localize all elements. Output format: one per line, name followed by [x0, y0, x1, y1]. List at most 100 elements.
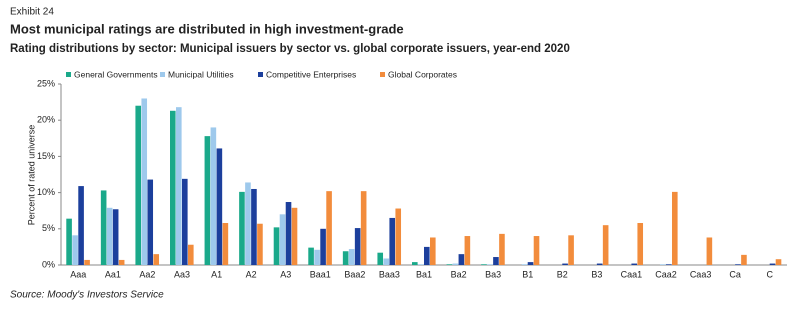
bar	[735, 264, 741, 265]
y-tick-label: 0%	[42, 259, 55, 269]
x-tick-label: B2	[557, 269, 568, 279]
x-tick-label: B3	[591, 269, 602, 279]
bar	[279, 214, 286, 265]
x-tick-label: Baa1	[310, 269, 331, 279]
bar	[257, 223, 263, 265]
bar	[377, 252, 384, 265]
bar	[176, 107, 182, 265]
bar	[458, 254, 465, 265]
bar	[672, 191, 678, 265]
x-tick-label: A3	[280, 269, 291, 279]
bar	[326, 191, 332, 265]
bar	[314, 249, 320, 265]
bar	[342, 251, 349, 265]
bar	[446, 264, 453, 265]
bar	[182, 178, 188, 265]
bar	[78, 186, 84, 265]
bar	[118, 259, 125, 265]
bar	[741, 254, 747, 265]
bar	[251, 188, 257, 265]
bar	[521, 264, 528, 265]
bar	[204, 136, 211, 265]
chart-title: Most municipal ratings are distributed i…	[10, 21, 404, 36]
legend-swatch	[160, 72, 165, 77]
bar	[291, 207, 298, 265]
bar	[430, 237, 436, 265]
bar	[706, 237, 713, 265]
x-tick-label: Caa3	[690, 269, 712, 279]
x-tick-label: Baa3	[379, 269, 400, 279]
bar	[666, 264, 672, 265]
bar	[527, 262, 534, 265]
y-tick-label: 15%	[37, 151, 55, 161]
bar	[285, 202, 292, 265]
bar	[320, 228, 326, 265]
x-tick-label: Ca	[729, 269, 741, 279]
legend-label: Global Corporates	[388, 69, 457, 79]
x-tick-label: A2	[246, 269, 257, 279]
x-tick-label: Aaa	[70, 269, 86, 279]
x-tick-label: Aa3	[174, 269, 190, 279]
x-tick-label: Ba1	[416, 269, 432, 279]
bar	[153, 254, 160, 265]
x-tick-label: A1	[211, 269, 222, 279]
x-tick-label: Caa1	[621, 269, 643, 279]
bar	[493, 257, 499, 265]
x-tick-label: Ba3	[485, 269, 501, 279]
bar	[568, 235, 574, 265]
bar	[188, 244, 194, 265]
y-axis-label: Percent of rated universe	[26, 125, 36, 226]
bar	[222, 223, 229, 265]
bar	[562, 263, 568, 265]
bar	[383, 258, 390, 265]
bar	[112, 209, 119, 265]
source: Source: Moody's Investors Service	[10, 290, 164, 301]
bar	[637, 223, 644, 265]
bar	[660, 264, 666, 265]
bar	[631, 263, 638, 265]
bar	[100, 190, 107, 265]
bar	[418, 264, 424, 265]
x-tick-label: Ba2	[451, 269, 467, 279]
x-tick-label: Baa2	[344, 269, 365, 279]
legend-label: General Governments	[74, 69, 158, 79]
legend-label: Competitive Enterprises	[266, 69, 356, 79]
bar	[602, 225, 609, 265]
chart-subtitle: Rating distributions by sector: Municipa…	[10, 43, 570, 55]
bar	[424, 246, 430, 265]
bar	[216, 148, 223, 265]
bar	[210, 127, 217, 265]
x-tick-label: Caa2	[655, 269, 677, 279]
legend-swatch	[258, 72, 263, 77]
bar	[775, 259, 782, 265]
bar	[360, 191, 367, 265]
bar	[452, 263, 459, 265]
y-tick-label: 5%	[42, 223, 55, 233]
y-tick-label: 10%	[37, 187, 55, 197]
bar	[769, 263, 776, 265]
bar	[66, 218, 72, 265]
bar	[354, 228, 361, 265]
bar	[395, 208, 402, 265]
bar	[72, 235, 78, 265]
bar	[596, 263, 603, 265]
bar	[245, 182, 251, 265]
bar	[273, 227, 280, 265]
y-tick-label: 25%	[37, 78, 55, 88]
x-tick-label: C	[766, 269, 773, 279]
bar	[499, 233, 505, 265]
bar	[487, 264, 493, 265]
bar	[84, 259, 90, 265]
bar	[239, 191, 245, 265]
x-tick-label: B1	[522, 269, 533, 279]
bar	[135, 105, 142, 265]
x-tick-label: Aa2	[139, 269, 155, 279]
y-tick-label: 20%	[37, 115, 55, 125]
bar	[141, 98, 148, 265]
bar	[412, 262, 418, 265]
exhibit: Exhibit 24	[10, 7, 54, 18]
bar	[170, 110, 176, 266]
bar	[147, 179, 154, 265]
bar	[464, 236, 471, 265]
